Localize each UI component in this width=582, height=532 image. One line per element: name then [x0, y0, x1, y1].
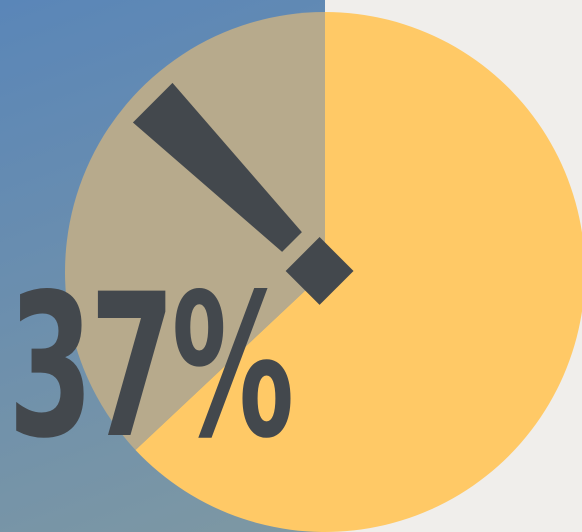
pie-slice-0 — [135, 12, 582, 532]
pie-slices — [65, 12, 582, 532]
exclamation-dot — [285, 237, 354, 305]
exclamation-icon — [132, 82, 354, 305]
exclamation-bar — [132, 82, 302, 252]
percent-label: 37% — [8, 251, 294, 482]
pie-slice-1 — [65, 12, 326, 450]
